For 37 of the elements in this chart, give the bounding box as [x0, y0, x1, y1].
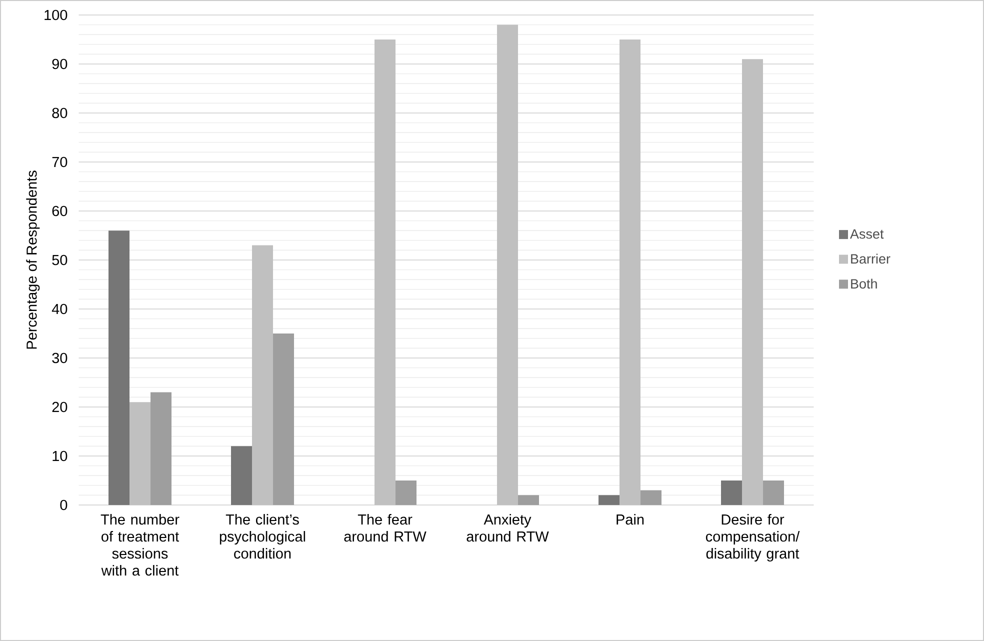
- y-tick-label: 70: [52, 156, 68, 168]
- bar: [742, 59, 764, 505]
- bar: [231, 446, 252, 505]
- y-tick-label: 50: [52, 254, 68, 266]
- x-tick-label: The number of treatment sessions with a client: [100, 514, 180, 576]
- bar: [640, 490, 662, 505]
- bar: [598, 495, 620, 505]
- bar: [721, 480, 742, 505]
- y-tick-label: 10: [52, 450, 68, 462]
- bar: [763, 480, 784, 505]
- legend-label: Asset: [850, 229, 884, 239]
- x-tick-label: The fear around RTW: [344, 514, 426, 542]
- x-tick-label: Desire for compensation/ disability grant: [706, 514, 800, 562]
- bar: [108, 230, 130, 505]
- y-tick-label: 0: [60, 500, 68, 510]
- bar: [518, 495, 540, 505]
- y-tick-label: 80: [52, 108, 68, 118]
- y-tick-label: 90: [52, 58, 68, 70]
- y-axis-title: Percentage of Respondents: [26, 170, 40, 349]
- y-tick-label: 20: [52, 402, 68, 412]
- legend-label: Barrier: [851, 254, 890, 264]
- y-tick-label: 40: [52, 304, 68, 314]
- bar: [620, 39, 641, 505]
- bar: [273, 333, 294, 505]
- x-tick-label: Anxiety around RTW: [466, 514, 549, 542]
- x-tick-label: Pain: [616, 514, 644, 525]
- bar: [374, 39, 396, 505]
- bar: [497, 24, 518, 505]
- y-tick-label: 100: [44, 10, 68, 20]
- y-tick-label: 60: [52, 206, 68, 216]
- bar: [150, 392, 172, 505]
- x-tick-label: The client’s psychological condition: [220, 514, 306, 559]
- bar: [396, 480, 417, 505]
- bar: [252, 245, 274, 505]
- bar: [130, 402, 151, 505]
- y-tick-label: 30: [52, 352, 68, 364]
- legend-label: Both: [851, 278, 877, 289]
